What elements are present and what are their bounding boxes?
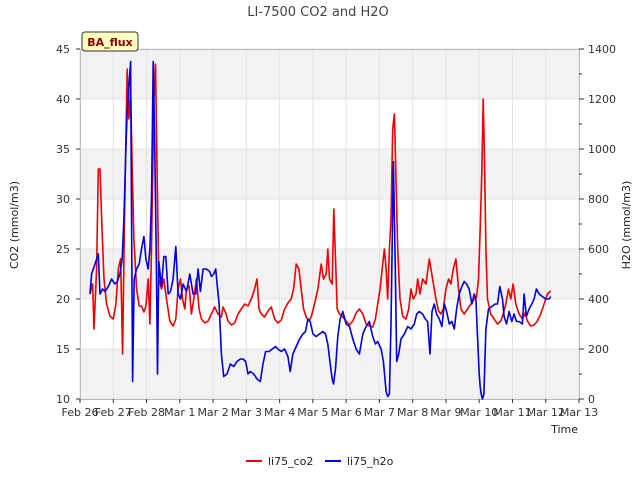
band xyxy=(80,149,579,199)
y-right-tick-label: 400 xyxy=(588,293,609,306)
series-lines xyxy=(89,60,552,400)
y-tick-label: 30 xyxy=(56,193,70,206)
y-right-tick-label: 800 xyxy=(588,193,609,206)
y-right-tick-label: 0 xyxy=(588,393,595,406)
x-tick-label: Mar 6 xyxy=(331,406,362,419)
x-tick-label: Mar 5 xyxy=(297,406,328,419)
legend-label-h2o: li75_h2o xyxy=(347,455,394,468)
x-tick-label: Feb 28 xyxy=(128,406,165,419)
background-bands xyxy=(80,49,579,399)
y-right-tick-label: 1200 xyxy=(588,93,616,106)
right-axis: 0 200 400 600 800 1000 1200 1400 xyxy=(579,43,616,406)
legend: li75_co2 li75_h2o xyxy=(246,455,394,468)
x-tick-label: Feb 27 xyxy=(95,406,132,419)
ba-flux-badge: BA_flux xyxy=(81,31,139,52)
y-tick-label: 10 xyxy=(56,393,70,406)
chart-title: LI-7500 CO2 and H2O xyxy=(247,5,389,20)
x-tick-label: Mar 7 xyxy=(364,406,395,419)
band xyxy=(80,49,579,99)
series-line-li75_h2o xyxy=(89,60,552,400)
y-tick-label: 25 xyxy=(56,243,70,256)
y-tick-label: 35 xyxy=(56,143,70,156)
series-line-li75_co2 xyxy=(89,63,552,355)
y-right-tick-label: 200 xyxy=(588,343,609,356)
x-tick-label: Mar 13 xyxy=(560,406,598,419)
y-tick-label: 40 xyxy=(56,93,70,106)
x-tick-label: Mar 1 xyxy=(164,406,195,419)
x-tick-label: Mar 4 xyxy=(264,406,295,419)
badge-label: BA_flux xyxy=(87,36,132,49)
y-axis-right-title: H2O (mmol/m3) xyxy=(620,181,633,270)
y-right-tick-label: 1400 xyxy=(588,43,616,56)
x-axis-title: Time xyxy=(550,423,578,436)
x-tick-label: Mar 3 xyxy=(231,406,262,419)
x-tick-label: Mar 2 xyxy=(197,406,228,419)
y-right-tick-label: 600 xyxy=(588,243,609,256)
x-tick-label: Mar 10 xyxy=(460,406,498,419)
x-tick-label: Mar 8 xyxy=(397,406,428,419)
left-axis: 10 15 20 25 30 35 40 45 xyxy=(56,43,80,406)
y-tick-label: 45 xyxy=(56,43,70,56)
y-right-tick-label: 1000 xyxy=(588,143,616,156)
gridlines xyxy=(79,48,580,400)
badge-box xyxy=(81,31,139,52)
y-tick-label: 15 xyxy=(56,343,70,356)
x-tick-label: Feb 26 xyxy=(62,406,99,419)
legend-label-co2: li75_co2 xyxy=(268,455,313,468)
y-axis-title: CO2 (mmol/m3) xyxy=(8,181,21,269)
x-tick-label: Mar 9 xyxy=(430,406,461,419)
x-tick-label: Mar 11 xyxy=(493,406,531,419)
x-tick-label: Mar 12 xyxy=(527,406,565,419)
y-tick-label: 20 xyxy=(56,293,70,306)
